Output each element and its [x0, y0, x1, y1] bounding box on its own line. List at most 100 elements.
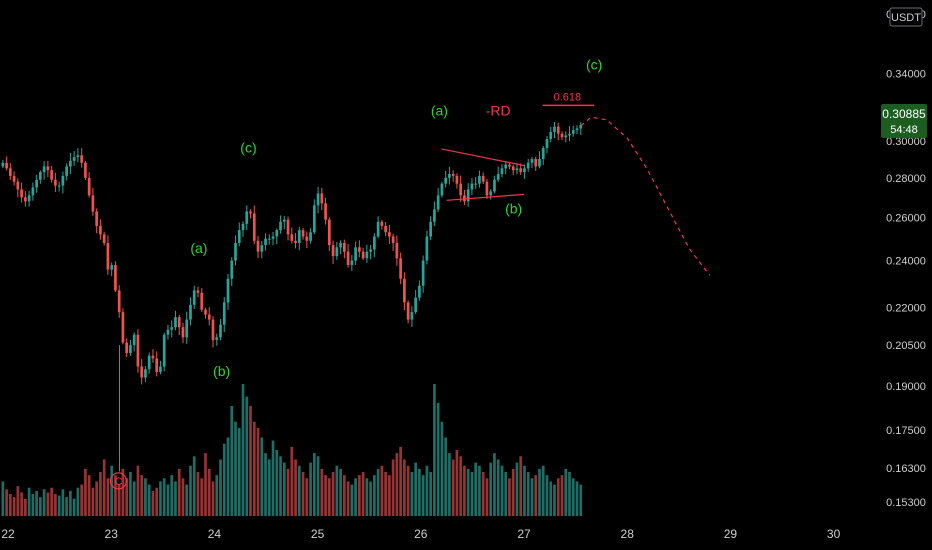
currency-badge[interactable]: USDT	[889, 7, 923, 27]
volume-bar	[440, 421, 444, 516]
volume-bar	[373, 475, 376, 516]
volume-bar	[395, 453, 399, 516]
candle-body	[91, 195, 95, 212]
candle	[350, 254, 354, 271]
candle	[376, 216, 380, 239]
volume-bar	[155, 487, 159, 516]
candle-body	[87, 177, 91, 196]
candle-body	[463, 195, 466, 202]
volume-bar	[50, 487, 53, 516]
volume-bar	[144, 478, 147, 516]
candle	[429, 216, 433, 241]
volume-bar	[316, 456, 320, 516]
candle	[24, 190, 27, 207]
candle-body	[192, 290, 196, 305]
volume-bar	[414, 462, 417, 516]
volume-bar	[327, 478, 331, 516]
candle	[459, 175, 463, 202]
candle	[470, 178, 474, 195]
volume-bar	[211, 481, 215, 516]
candle-body	[106, 242, 110, 270]
candle	[553, 121, 556, 139]
candle-body	[16, 181, 20, 190]
candle-body	[110, 265, 114, 270]
price-axis[interactable]: 0.380000.340000.300000.280000.260000.240…	[880, 0, 932, 520]
candle-body	[511, 166, 515, 171]
candle-body	[54, 179, 57, 186]
candle-body	[478, 175, 481, 184]
candle-body	[350, 260, 354, 266]
candle	[421, 255, 425, 293]
time-axis[interactable]: 22 23 24 25 26 27 28 29 30	[0, 520, 932, 550]
candle	[530, 156, 534, 168]
volume-bar	[200, 478, 204, 516]
volume-bar	[121, 468, 125, 516]
candle-body	[234, 242, 237, 261]
volume-bar	[579, 484, 583, 516]
volume-bar	[376, 468, 380, 516]
volume-bar	[297, 465, 301, 516]
volume-bar	[399, 446, 402, 516]
candle	[451, 170, 455, 182]
candle-body	[35, 179, 38, 188]
volume-bar	[95, 481, 99, 516]
candle	[549, 126, 553, 143]
volume-bar	[61, 489, 65, 516]
y-tick-label: 0.30000	[886, 136, 926, 148]
candle-body	[579, 124, 583, 129]
volume-bar	[309, 462, 312, 516]
candle-body	[42, 166, 46, 173]
candle	[410, 306, 414, 327]
volume-bar	[511, 468, 515, 516]
candle-body	[207, 314, 211, 320]
candle-body	[260, 245, 264, 252]
candle-body	[421, 260, 425, 286]
volume-bar	[463, 465, 466, 516]
volume-bar	[189, 465, 192, 516]
candle-body	[568, 133, 571, 136]
wave-label: -RD	[486, 102, 511, 118]
candle	[166, 324, 170, 340]
candle-body	[121, 312, 125, 343]
candle	[575, 125, 579, 135]
candle	[511, 164, 515, 176]
candle-body	[267, 238, 271, 240]
candle	[256, 235, 260, 258]
volume-bar	[534, 475, 538, 516]
volume-bar	[425, 465, 429, 516]
volume-bar	[215, 475, 219, 516]
candle-body	[380, 221, 384, 226]
candle-body	[564, 135, 568, 138]
volume-bar	[136, 465, 140, 516]
candle	[76, 148, 80, 163]
candle-body	[39, 172, 42, 180]
candle-body	[474, 183, 478, 185]
candle	[99, 219, 102, 240]
volume-bar	[575, 481, 579, 516]
volume-bar	[282, 462, 286, 516]
candle-body	[271, 236, 275, 239]
candle-body	[481, 175, 485, 182]
candle	[478, 170, 481, 188]
volume-bar	[226, 437, 230, 516]
volume-bar	[260, 437, 264, 516]
candle-body	[440, 183, 444, 196]
candle-body	[436, 195, 440, 210]
wave-label: C	[114, 476, 122, 488]
volume-bar	[132, 481, 136, 516]
volume-bar	[24, 498, 27, 516]
volume-bar	[286, 468, 290, 516]
volume-bar	[459, 456, 463, 516]
candle	[365, 244, 369, 263]
candle	[144, 366, 147, 383]
candle-body	[102, 234, 106, 243]
candle-body	[219, 324, 222, 338]
volume-bar	[361, 472, 365, 516]
volume-bar	[91, 487, 95, 516]
candle	[189, 297, 192, 326]
volume-bar	[448, 453, 451, 516]
candlesticks	[1, 121, 583, 472]
candle-body	[252, 213, 256, 241]
